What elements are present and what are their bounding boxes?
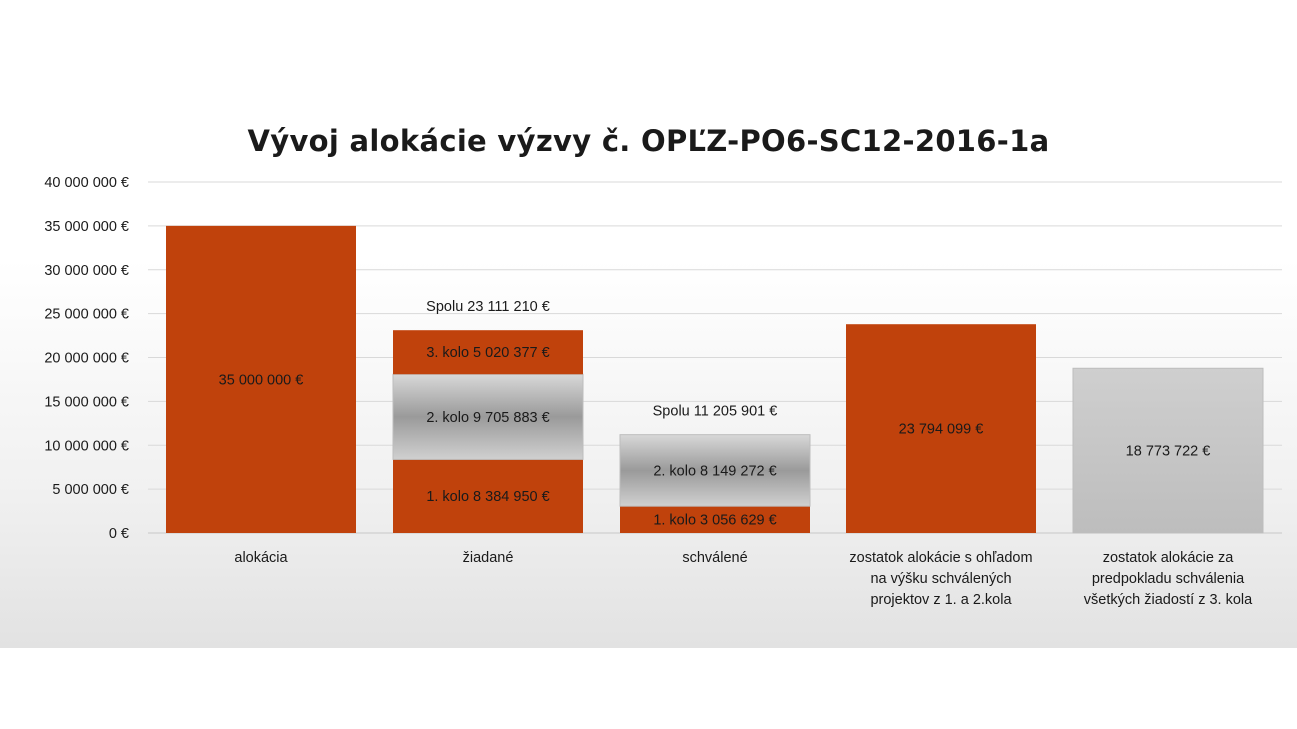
- y-tick-label: 35 000 000 €: [44, 219, 129, 235]
- y-tick-label: 0 €: [109, 526, 129, 542]
- y-tick-label: 40 000 000 €: [44, 175, 129, 191]
- bar-segment: [393, 330, 583, 375]
- y-tick-label: 25 000 000 €: [44, 307, 129, 323]
- x-tick-label: predpokladu schválenia: [1092, 571, 1245, 587]
- data-label: 2. kolo 9 705 883 €: [426, 410, 549, 426]
- y-tick-label: 15 000 000 €: [44, 394, 129, 410]
- bar-total-label: Spolu 11 205 901 €: [653, 404, 778, 420]
- y-tick-label: 5 000 000 €: [52, 482, 129, 498]
- data-label: 3. kolo 5 020 377 €: [426, 345, 549, 361]
- bar-segment: [393, 459, 583, 533]
- x-tick-label: zostatok alokácie za: [1103, 550, 1235, 566]
- bar-segment: [392, 373, 584, 460]
- x-tick-label: zostatok alokácie s ohľadom: [849, 550, 1032, 566]
- data-label: 23 794 099 €: [899, 422, 984, 438]
- y-tick-label: 20 000 000 €: [44, 351, 129, 367]
- x-tick-label: na výšku schválených: [870, 571, 1011, 587]
- y-tick-label: 10 000 000 €: [44, 438, 129, 454]
- bar-segment: [620, 506, 810, 533]
- x-tick-label: všetkých žiadostí z 3. kola: [1084, 592, 1253, 608]
- data-label: 1. kolo 3 056 629 €: [653, 513, 776, 529]
- x-tick-label: žiadané: [463, 550, 514, 566]
- chart-title: Vývoj alokácie výzvy č. OPĽZ-PO6-SC12-20…: [247, 124, 1050, 158]
- x-tick-label: schválené: [682, 550, 747, 566]
- data-label: 1. kolo 8 384 950 €: [426, 489, 549, 505]
- bar-segment: [166, 225, 356, 533]
- bar-segment: [619, 434, 811, 507]
- y-tick-label: 30 000 000 €: [44, 263, 129, 279]
- bar-total-label: Spolu 23 111 210 €: [426, 299, 550, 315]
- data-label: 35 000 000 €: [219, 372, 304, 388]
- bar-segment: [846, 324, 1036, 533]
- data-label: 18 773 722 €: [1126, 444, 1211, 460]
- data-label: 2. kolo 8 149 272 €: [653, 463, 776, 479]
- x-tick-label: alokácia: [234, 550, 288, 566]
- bar-segment: [1072, 367, 1264, 534]
- x-tick-label: projektov z 1. a 2.kola: [870, 592, 1012, 608]
